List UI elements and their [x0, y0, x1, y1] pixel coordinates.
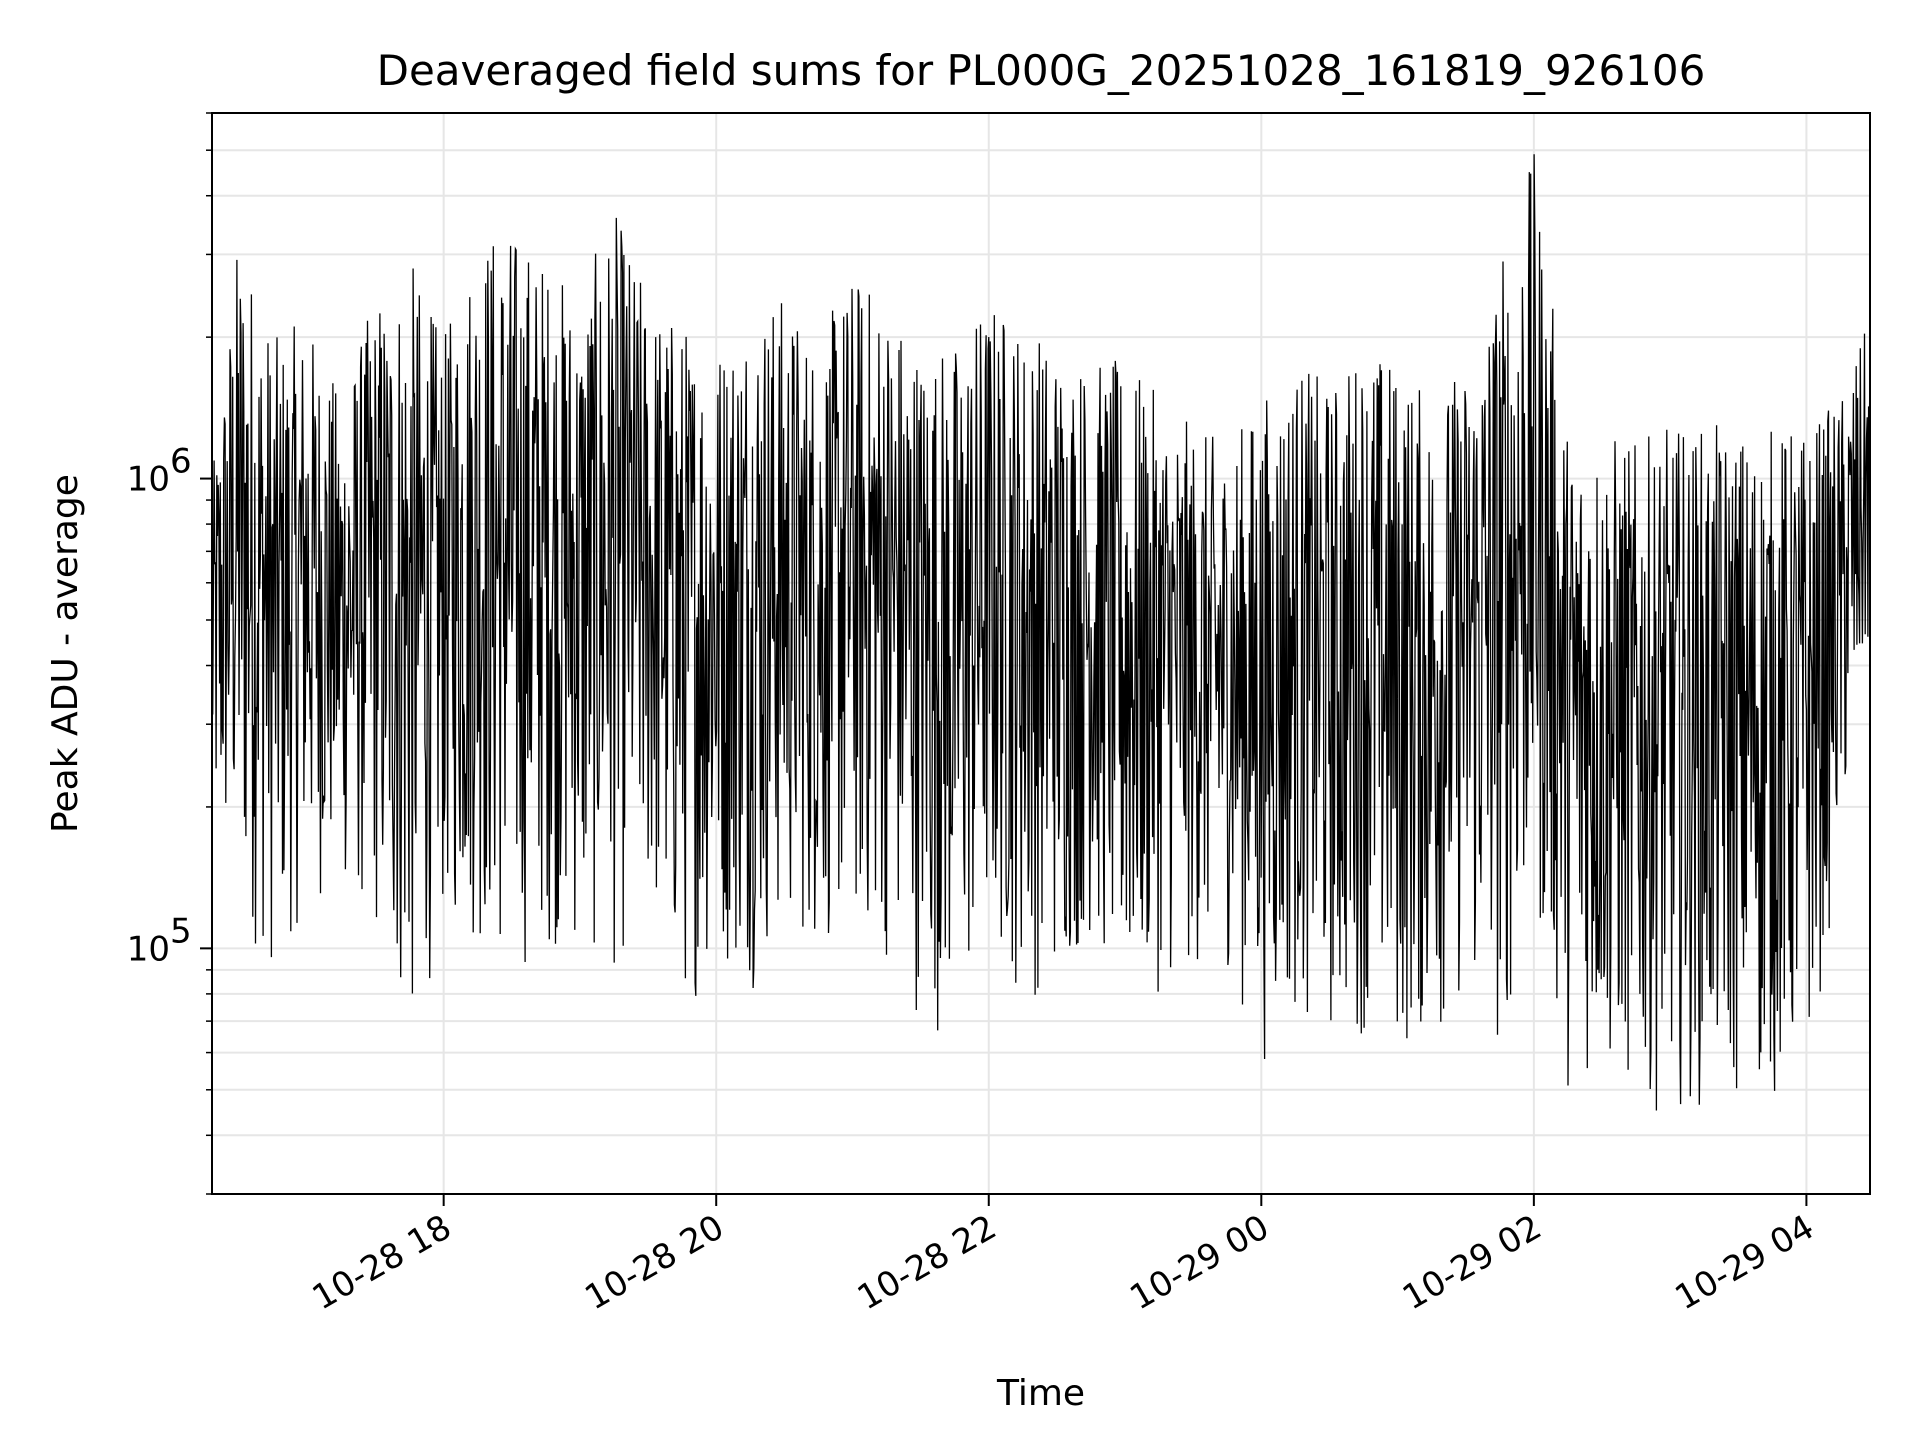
- series-path: [211, 154, 1871, 1111]
- x-tick-label: 10-29 00: [1123, 1207, 1275, 1318]
- y-tick-label: 10: [127, 929, 170, 969]
- y-tick-label: 10: [127, 460, 170, 500]
- x-tick-label: 10-28 22: [851, 1207, 1003, 1318]
- x-tick-label: 10-28 18: [306, 1207, 458, 1318]
- x-tick-label: 10-29 04: [1669, 1207, 1821, 1318]
- y-tick-exponent: 6: [170, 442, 192, 482]
- y-axis-title: Peak ADU - average: [45, 474, 86, 833]
- series-line: [211, 154, 1871, 1111]
- y-tick-exponent: 5: [170, 911, 192, 951]
- chart-title: Deaveraged field sums for PL000G_2025102…: [377, 46, 1706, 95]
- x-tick-label: 10-28 20: [578, 1207, 730, 1318]
- x-tick-label: 10-29 02: [1396, 1207, 1548, 1318]
- x-axis-title: Time: [996, 1373, 1085, 1414]
- plot-frame: [211, 112, 1871, 1195]
